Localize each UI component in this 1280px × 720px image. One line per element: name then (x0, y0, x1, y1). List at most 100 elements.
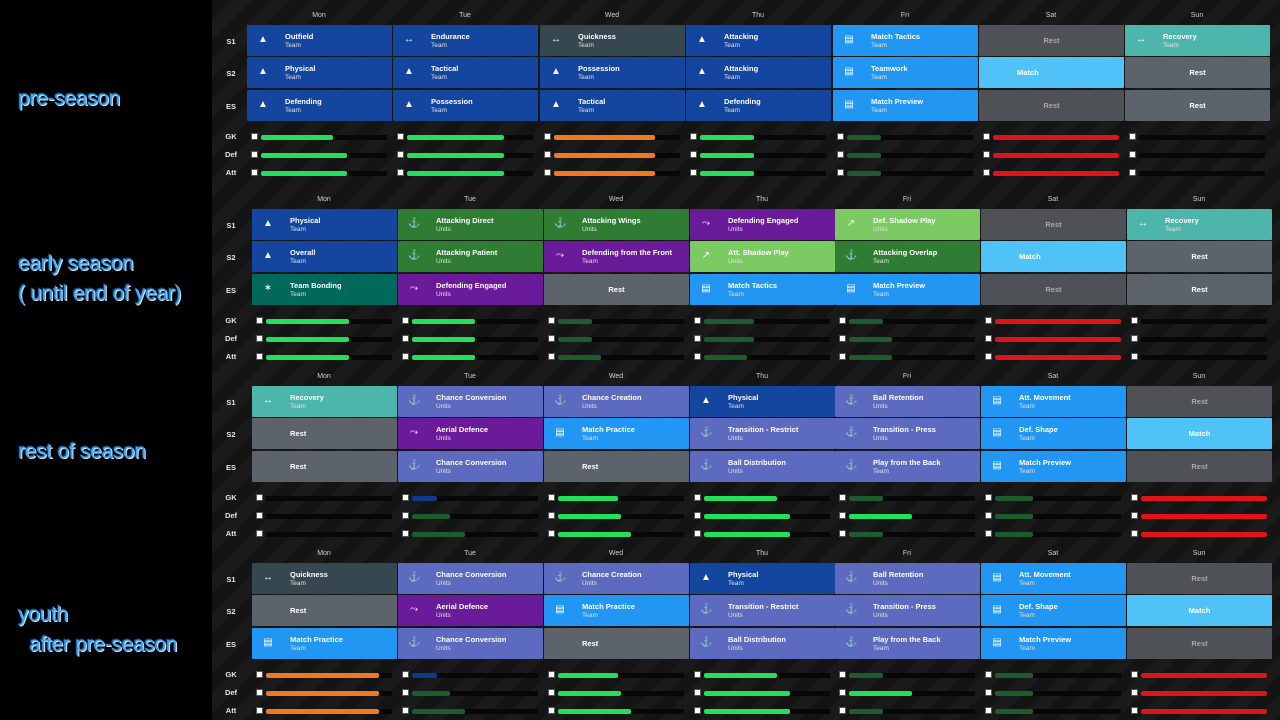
session-cell[interactable]: ▲ Attacking Team (686, 25, 831, 56)
session-cell[interactable]: ↔ Recovery Team (1127, 209, 1272, 240)
session-cell[interactable]: ▤ Att. Movement Team (981, 386, 1126, 417)
load-checkbox[interactable] (1131, 317, 1138, 324)
session-cell[interactable]: Rest (1127, 274, 1272, 305)
load-checkbox[interactable] (985, 512, 992, 519)
load-checkbox[interactable] (983, 169, 990, 176)
session-cell[interactable]: ▤ Match Preview Team (981, 451, 1126, 482)
session-cell[interactable]: ▤ Def. Shape Team (981, 595, 1126, 626)
session-cell[interactable]: ▲ Possession Team (540, 57, 685, 88)
session-cell[interactable]: ⤳ Defending Engaged Units (398, 274, 543, 305)
load-checkbox[interactable] (690, 151, 697, 158)
load-checkbox[interactable] (256, 494, 263, 501)
session-cell[interactable]: ⤳ Aerial Defence Units (398, 418, 543, 449)
session-cell[interactable]: ▲ Tactical Team (540, 90, 685, 121)
session-cell[interactable]: Rest (544, 451, 689, 482)
load-checkbox[interactable] (402, 317, 409, 324)
session-cell[interactable]: ↔ Recovery Team (252, 386, 397, 417)
session-cell[interactable]: ▲ Attacking Team (686, 57, 831, 88)
load-checkbox[interactable] (1129, 133, 1136, 140)
session-cell[interactable]: ▤ Match Practice Team (252, 628, 397, 659)
load-checkbox[interactable] (402, 671, 409, 678)
session-cell[interactable]: ▤ Match Tactics Team (690, 274, 835, 305)
load-checkbox[interactable] (256, 671, 263, 678)
load-checkbox[interactable] (1131, 512, 1138, 519)
session-cell[interactable]: Rest (1127, 628, 1272, 659)
session-cell[interactable]: ⚓ Chance Conversion Units (398, 563, 543, 594)
load-checkbox[interactable] (402, 689, 409, 696)
session-cell[interactable]: ↔ Recovery Team (1125, 25, 1270, 56)
session-cell[interactable]: ⚓ Ball Retention Units (835, 563, 980, 594)
session-cell[interactable]: ▤ Teamwork Team (833, 57, 978, 88)
session-cell[interactable]: ▤ Def. Shape Team (981, 418, 1126, 449)
load-checkbox[interactable] (983, 133, 990, 140)
load-checkbox[interactable] (402, 530, 409, 537)
session-cell[interactable]: ▤ Match Preview Team (981, 628, 1126, 659)
load-checkbox[interactable] (251, 169, 258, 176)
load-checkbox[interactable] (839, 512, 846, 519)
load-checkbox[interactable] (694, 689, 701, 696)
session-cell[interactable]: ▲ Physical Team (690, 563, 835, 594)
load-checkbox[interactable] (402, 512, 409, 519)
load-checkbox[interactable] (397, 151, 404, 158)
session-cell[interactable]: Rest (252, 418, 397, 449)
load-checkbox[interactable] (548, 707, 555, 714)
session-cell[interactable]: Rest (981, 274, 1126, 305)
load-checkbox[interactable] (839, 530, 846, 537)
session-cell[interactable]: ⚓ Play from the Back Team (835, 451, 980, 482)
session-cell[interactable]: Rest (1125, 90, 1270, 121)
load-checkbox[interactable] (1131, 335, 1138, 342)
load-checkbox[interactable] (694, 335, 701, 342)
session-cell[interactable]: Rest (979, 25, 1124, 56)
load-checkbox[interactable] (548, 689, 555, 696)
session-cell[interactable]: ↗ Att. Shadow Play Units (690, 241, 835, 272)
session-cell[interactable]: ▤ Match Practice Team (544, 595, 689, 626)
load-checkbox[interactable] (402, 335, 409, 342)
session-cell[interactable]: ⚓ Attacking Overlap Team (835, 241, 980, 272)
load-checkbox[interactable] (690, 169, 697, 176)
load-checkbox[interactable] (839, 335, 846, 342)
session-cell[interactable]: ⚓ Attacking Direct Units (398, 209, 543, 240)
load-checkbox[interactable] (985, 317, 992, 324)
load-checkbox[interactable] (694, 317, 701, 324)
load-checkbox[interactable] (544, 169, 551, 176)
session-cell[interactable]: ⚓ Chance Conversion Units (398, 451, 543, 482)
load-checkbox[interactable] (397, 169, 404, 176)
session-cell[interactable]: Rest (1127, 386, 1272, 417)
session-cell[interactable]: Rest (252, 451, 397, 482)
load-checkbox[interactable] (694, 530, 701, 537)
session-cell[interactable]: ⚓ Chance Conversion Units (398, 628, 543, 659)
load-checkbox[interactable] (548, 671, 555, 678)
session-cell[interactable]: Rest (1125, 57, 1270, 88)
load-checkbox[interactable] (837, 133, 844, 140)
session-cell[interactable]: ▲ Outfield Team (247, 25, 392, 56)
load-checkbox[interactable] (985, 707, 992, 714)
session-cell[interactable]: ▤ Match Preview Team (835, 274, 980, 305)
session-cell[interactable]: ↔ Quickness Team (540, 25, 685, 56)
session-cell[interactable]: Match (1127, 418, 1272, 449)
load-checkbox[interactable] (402, 494, 409, 501)
session-cell[interactable]: Match (979, 57, 1124, 88)
load-checkbox[interactable] (256, 335, 263, 342)
load-checkbox[interactable] (690, 133, 697, 140)
session-cell[interactable]: ⚓ Transition - Press Units (835, 595, 980, 626)
load-checkbox[interactable] (839, 494, 846, 501)
session-cell[interactable]: ⤳ Defending from the Front Team (544, 241, 689, 272)
load-checkbox[interactable] (402, 353, 409, 360)
session-cell[interactable]: Rest (1127, 451, 1272, 482)
load-checkbox[interactable] (548, 335, 555, 342)
load-checkbox[interactable] (256, 689, 263, 696)
load-checkbox[interactable] (1131, 494, 1138, 501)
load-checkbox[interactable] (694, 512, 701, 519)
load-checkbox[interactable] (985, 335, 992, 342)
session-cell[interactable]: ▲ Physical Team (247, 57, 392, 88)
load-checkbox[interactable] (402, 707, 409, 714)
load-checkbox[interactable] (1131, 689, 1138, 696)
load-checkbox[interactable] (548, 353, 555, 360)
load-checkbox[interactable] (839, 317, 846, 324)
session-cell[interactable]: ▲ Defending Team (686, 90, 831, 121)
load-checkbox[interactable] (1131, 530, 1138, 537)
load-checkbox[interactable] (256, 707, 263, 714)
load-checkbox[interactable] (837, 169, 844, 176)
load-checkbox[interactable] (544, 151, 551, 158)
load-checkbox[interactable] (839, 353, 846, 360)
